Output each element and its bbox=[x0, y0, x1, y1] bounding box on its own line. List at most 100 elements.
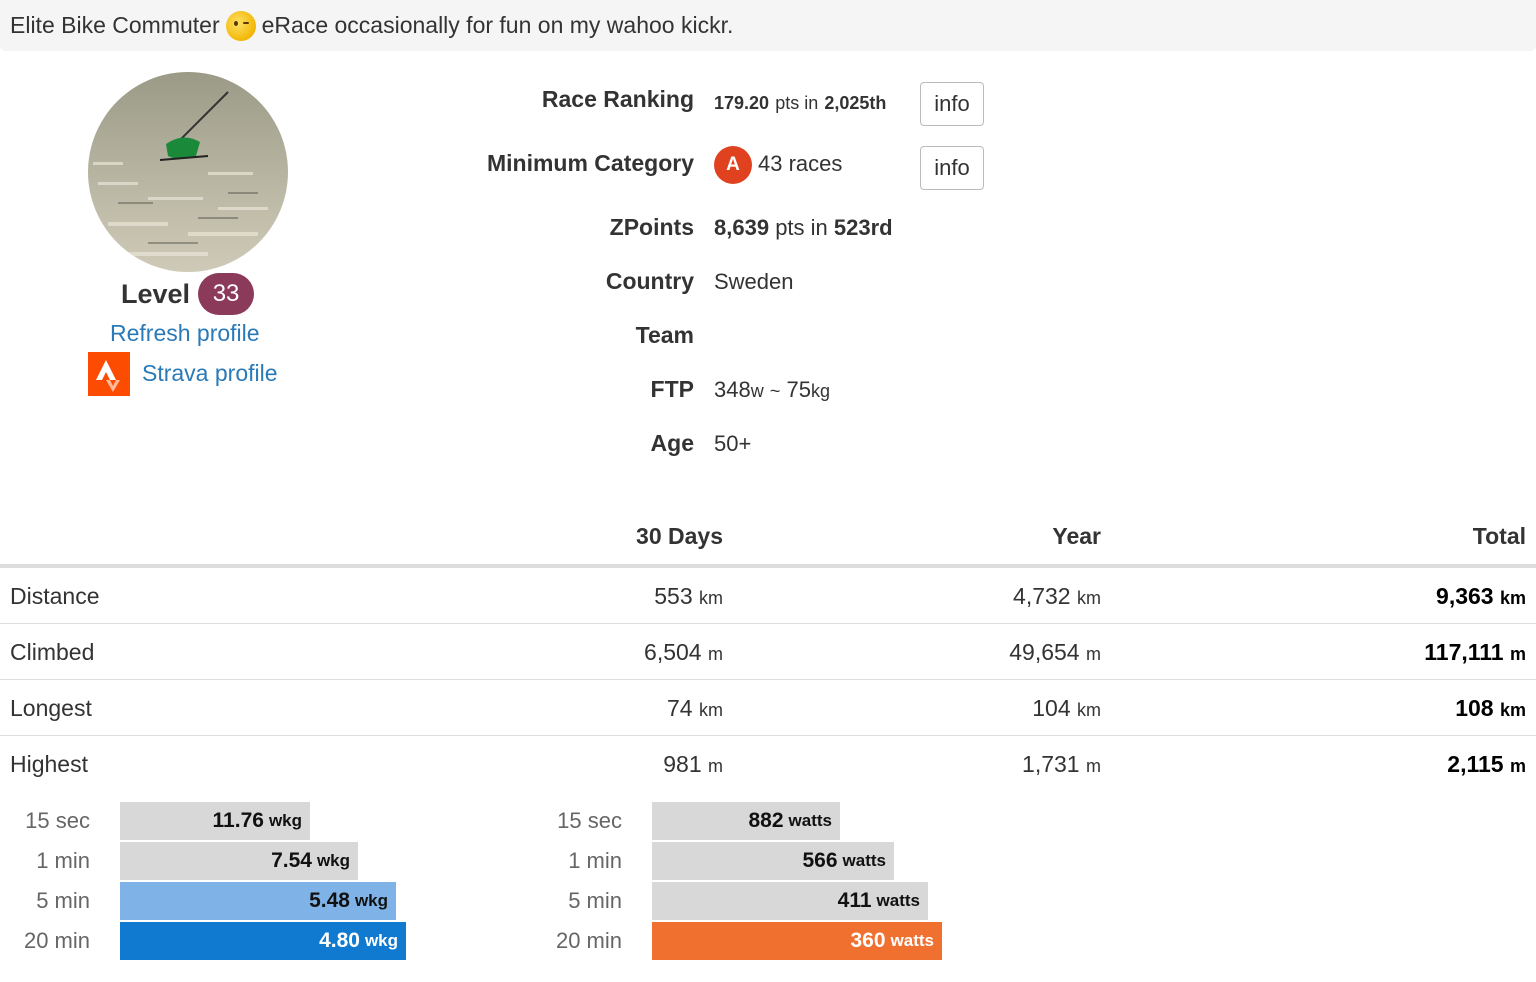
wkg-bar-value: 11.76 bbox=[212, 809, 264, 832]
column-header-30-days: 30 Days bbox=[636, 523, 723, 549]
cell-unit: m bbox=[1086, 644, 1101, 664]
ftp-separator: ~ bbox=[769, 381, 781, 401]
cell-value: 4,732 bbox=[1013, 583, 1071, 609]
ftp-kg: 75 bbox=[786, 377, 811, 402]
table-row: Longest 74 km 104 km 108 km bbox=[0, 679, 1536, 735]
cell-30-days: 6,504 m bbox=[644, 639, 723, 666]
watts-duration-label: 15 sec bbox=[557, 808, 622, 833]
race-ranking-pts-in: pts in bbox=[775, 93, 819, 113]
team-label: Team bbox=[635, 322, 694, 348]
watts-bar: 566 watts bbox=[652, 842, 894, 880]
table-row: Highest 981 m 1,731 m 2,115 m bbox=[0, 735, 1536, 791]
refresh-profile-link[interactable]: Refresh profile bbox=[110, 320, 260, 346]
country-label: Country bbox=[605, 268, 694, 294]
strava-icon[interactable] bbox=[88, 352, 130, 396]
watts-bar-unit: watts bbox=[876, 891, 920, 910]
watts-bar-value: 411 bbox=[837, 889, 872, 912]
cell-unit: m bbox=[1086, 756, 1101, 776]
cell-unit: km bbox=[1077, 700, 1101, 720]
cell-unit: km bbox=[1499, 700, 1526, 720]
table-header-divider bbox=[0, 564, 1536, 567]
wkg-bar-unit: wkg bbox=[268, 811, 302, 830]
wkg-bar: 11.76 wkg bbox=[120, 802, 310, 840]
cell-unit: km bbox=[1077, 588, 1101, 608]
wkg-bar-value: 4.80 bbox=[319, 929, 360, 952]
row-label: Climbed bbox=[10, 639, 95, 665]
age-value: 50+ bbox=[714, 431, 752, 456]
zpoints-rank: 523rd bbox=[833, 215, 893, 240]
cell-total: 108 km bbox=[1455, 695, 1526, 722]
row-label: Highest bbox=[10, 751, 88, 777]
cell-30-days: 553 km bbox=[654, 583, 723, 610]
cell-value: 117,111 bbox=[1424, 639, 1504, 665]
race-ranking-value: 179.20 pts in 2,025th bbox=[714, 89, 886, 115]
minimum-category-info-button[interactable]: info bbox=[920, 146, 984, 190]
wkg-bar-value: 5.48 bbox=[309, 889, 350, 912]
watts-bar-value: 566 bbox=[802, 849, 838, 872]
cell-value: 108 bbox=[1455, 695, 1494, 721]
race-ranking-points: 179.20 bbox=[714, 93, 770, 113]
strava-profile-link[interactable]: Strava profile bbox=[142, 360, 278, 386]
cell-year: 4,732 km bbox=[1013, 583, 1101, 610]
race-ranking-info-button[interactable]: info bbox=[920, 82, 984, 126]
wkg-duration-label: 1 min bbox=[36, 848, 90, 873]
cell-value: 104 bbox=[1032, 695, 1071, 721]
watts-bar-value: 882 bbox=[748, 809, 784, 832]
cell-30-days: 981 m bbox=[663, 751, 723, 778]
cell-value: 6,504 bbox=[644, 639, 702, 665]
avatar bbox=[88, 72, 288, 272]
watts-bar-value: 360 bbox=[850, 929, 886, 952]
wkg-bar: 5.48 wkg bbox=[120, 882, 396, 920]
cell-total: 2,115 m bbox=[1447, 751, 1526, 778]
watts-duration-label: 20 min bbox=[555, 928, 622, 953]
cell-value: 9,363 bbox=[1436, 583, 1494, 609]
cell-unit: km bbox=[699, 588, 723, 608]
wkg-bar: 4.80 wkg bbox=[120, 922, 406, 960]
wkg-duration-label: 15 sec bbox=[25, 808, 90, 833]
cell-30-days: 74 km bbox=[667, 695, 723, 722]
wkg-duration-label: 20 min bbox=[23, 928, 90, 953]
cell-value: 2,115 bbox=[1447, 751, 1504, 777]
bio-text-end: eRace occasionally for fun on my wahoo k… bbox=[261, 12, 734, 38]
wkg-duration-label: 5 min bbox=[36, 888, 90, 913]
cell-total: 117,111 m bbox=[1424, 639, 1526, 666]
watts-bar: 882 watts bbox=[652, 802, 840, 840]
wkg-bar-unit: wkg bbox=[364, 931, 398, 950]
cell-year: 49,654 m bbox=[1009, 639, 1101, 666]
wkg-bar-unit: wkg bbox=[354, 891, 388, 910]
cell-value: 981 bbox=[663, 751, 702, 777]
race-ranking-label: Race Ranking bbox=[541, 86, 694, 112]
category-races: 43 races bbox=[758, 150, 843, 176]
cell-value: 74 bbox=[667, 695, 693, 721]
cell-year: 104 km bbox=[1032, 695, 1101, 722]
bio-bar: Elite Bike Commuter eRace occasionally f… bbox=[0, 0, 1536, 51]
cell-value: 1,731 bbox=[1022, 751, 1080, 777]
ftp-watts-unit: w bbox=[750, 381, 764, 401]
row-label: Longest bbox=[10, 695, 92, 721]
row-label: Distance bbox=[10, 583, 100, 609]
wkg-bar: 7.54 wkg bbox=[120, 842, 358, 880]
watts-bar: 411 watts bbox=[652, 882, 928, 920]
cell-total: 9,363 km bbox=[1436, 583, 1526, 610]
cell-value: 49,654 bbox=[1009, 639, 1080, 665]
level-display: Level 33 bbox=[121, 273, 255, 315]
race-ranking-rank: 2,025th bbox=[824, 93, 887, 113]
zpoints-pts-in: pts in bbox=[775, 215, 828, 240]
country-value: Sweden bbox=[714, 269, 794, 294]
age-label: Age bbox=[650, 430, 694, 456]
zpoints-label: ZPoints bbox=[609, 214, 694, 240]
cell-unit: m bbox=[1509, 756, 1526, 776]
watts-duration-label: 5 min bbox=[568, 888, 622, 913]
watts-bar-unit: watts bbox=[788, 811, 832, 830]
table-row: Climbed 6,504 m 49,654 m 117,111 m bbox=[0, 623, 1536, 679]
level-badge: 33 bbox=[198, 273, 255, 315]
zpoints-points: 8,639 bbox=[714, 215, 770, 240]
watts-bar-unit: watts bbox=[842, 851, 886, 870]
level-label: Level bbox=[121, 278, 191, 309]
watts-bar: 360 watts bbox=[652, 922, 942, 960]
watts-duration-label: 1 min bbox=[568, 848, 622, 873]
cell-year: 1,731 m bbox=[1022, 751, 1101, 778]
cell-unit: m bbox=[1509, 644, 1526, 664]
watts-bar-unit: watts bbox=[890, 931, 934, 950]
minimum-category-label: Minimum Category bbox=[486, 150, 694, 176]
